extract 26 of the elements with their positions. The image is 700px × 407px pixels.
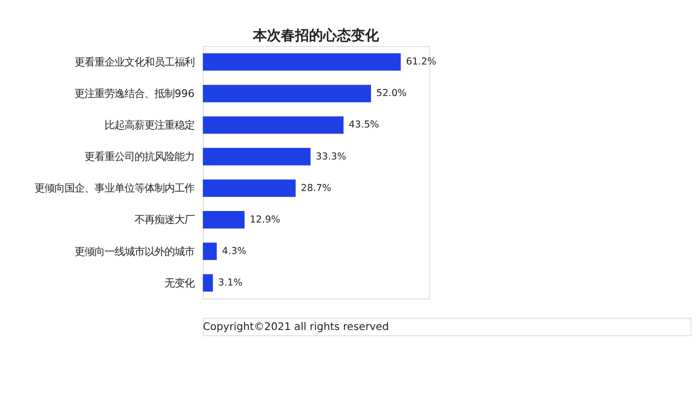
y-tick-label: 不再痴迷大厂 <box>134 214 195 226</box>
bar <box>202 116 344 134</box>
bar <box>202 242 217 260</box>
y-tick-label: 比起高薪更注重稳定 <box>104 120 195 132</box>
bar <box>202 84 372 102</box>
bar <box>202 53 401 71</box>
y-tick-label: 更倾向国企、事业单位等体制内工作 <box>34 182 195 195</box>
bar <box>202 211 245 228</box>
y-tick-label: 更看重公司的抗风险能力 <box>84 151 195 164</box>
data-label: 4.3% <box>222 246 246 257</box>
bar <box>202 148 311 166</box>
data-label: 28.7% <box>300 182 332 194</box>
data-label: 52.0% <box>376 88 407 100</box>
data-label: 3.1% <box>218 278 242 288</box>
y-tick-label: 更注重劳逸结合、抵制996 <box>74 88 195 100</box>
data-label: 61.2% <box>406 56 436 68</box>
bar <box>202 274 213 292</box>
bar <box>202 179 296 197</box>
data-label: 43.5% <box>348 120 380 131</box>
data-label: 12.9% <box>250 214 280 226</box>
y-tick-label: 更看重企业文化和员工福利 <box>74 56 195 68</box>
y-tick-label: 无变化 <box>164 277 195 290</box>
text: Copyright©2021 all rights reserved <box>202 321 389 334</box>
chart-title: 本次春招的心态变化 <box>252 27 380 44</box>
data-label: 33.3% <box>316 151 346 162</box>
y-tick-label: 更倾向一线城市以外的城市 <box>74 246 195 258</box>
